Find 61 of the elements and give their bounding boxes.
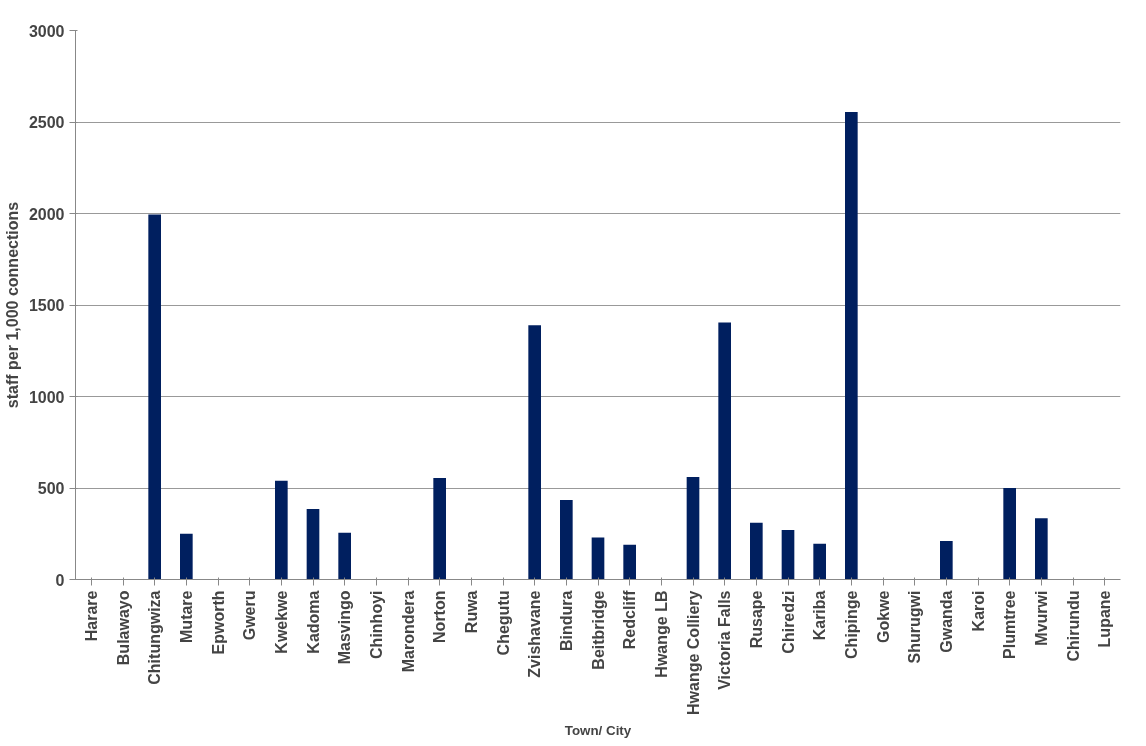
bar — [813, 543, 826, 580]
x-tick-label: Shurugwi — [906, 590, 924, 664]
x-tick-label: Masvingo — [336, 590, 354, 665]
y-tick-label: 2000 — [28, 205, 65, 223]
x-tick-label: Beitbridge — [589, 590, 607, 670]
x-tick-label: Karoi — [969, 590, 987, 632]
x-tick-label: Gwanda — [937, 590, 955, 653]
bar — [718, 322, 731, 580]
y-tick-label: 3000 — [28, 22, 65, 40]
bar — [275, 480, 288, 580]
bar — [148, 214, 161, 580]
x-tick-label: Redcliff — [621, 589, 639, 650]
bar — [1035, 518, 1048, 580]
x-axis-title: Town/ City — [564, 722, 632, 738]
y-tick-label: 0 — [55, 571, 65, 589]
y-axis-title: staff per 1,000 connections — [3, 201, 21, 409]
x-tick-label: Zvishavane — [526, 590, 544, 678]
bar — [180, 533, 193, 580]
bar — [781, 530, 795, 580]
bar — [623, 544, 636, 580]
x-tick-label: Bindura — [557, 590, 575, 651]
bar — [845, 111, 858, 580]
x-tick-label: Kariba — [811, 590, 829, 641]
x-tick-label: Chipinge — [842, 590, 860, 659]
x-tick-label: Kadoma — [304, 590, 322, 654]
bar — [686, 477, 700, 580]
y-tick-label: 1000 — [28, 388, 65, 406]
x-tick-label: Harare — [82, 590, 100, 642]
bar — [338, 532, 351, 580]
x-tick-label: Kwekwe — [272, 590, 290, 654]
x-tick-label: Marondera — [399, 590, 417, 673]
bar — [1003, 488, 1016, 580]
bar — [306, 509, 320, 580]
x-tick-label: Chitungwiza — [146, 590, 164, 685]
x-tick-label: Mutare — [177, 590, 195, 643]
x-tick-label: Hwange LB — [652, 590, 670, 678]
x-tick-label: Chiredzi — [779, 590, 797, 654]
y-tick-label: 1500 — [28, 297, 65, 314]
x-tick-label: Ruwa — [462, 590, 480, 634]
x-tick-label: Epworth — [209, 590, 227, 655]
y-tick-label: 500 — [37, 480, 65, 497]
bar — [940, 541, 953, 580]
x-tick-label: Chinhoyi — [367, 590, 385, 659]
y-tick-label: 2500 — [28, 114, 65, 131]
x-tick-label: Victoria Falls — [716, 590, 734, 690]
bar — [433, 477, 446, 580]
bar — [591, 537, 605, 580]
x-tick-label: Norton — [431, 590, 449, 643]
x-tick-label: Rusape — [747, 590, 765, 649]
x-tick-label: Gweru — [241, 590, 259, 641]
x-tick-label: Chegutu — [494, 590, 512, 656]
x-tick-label: Chirundu — [1064, 590, 1082, 662]
x-tick-label: Mvurwi — [1032, 590, 1050, 646]
x-tick-label: Hwange Colliery — [684, 590, 702, 715]
x-tick-label: Gokwe — [874, 590, 892, 643]
x-tick-label: Plumtree — [1001, 590, 1019, 659]
bar — [560, 499, 573, 580]
x-tick-label: Bulawayo — [114, 590, 132, 666]
bar — [750, 522, 763, 580]
bar — [528, 325, 541, 580]
x-tick-label: Lupane — [1096, 590, 1114, 648]
